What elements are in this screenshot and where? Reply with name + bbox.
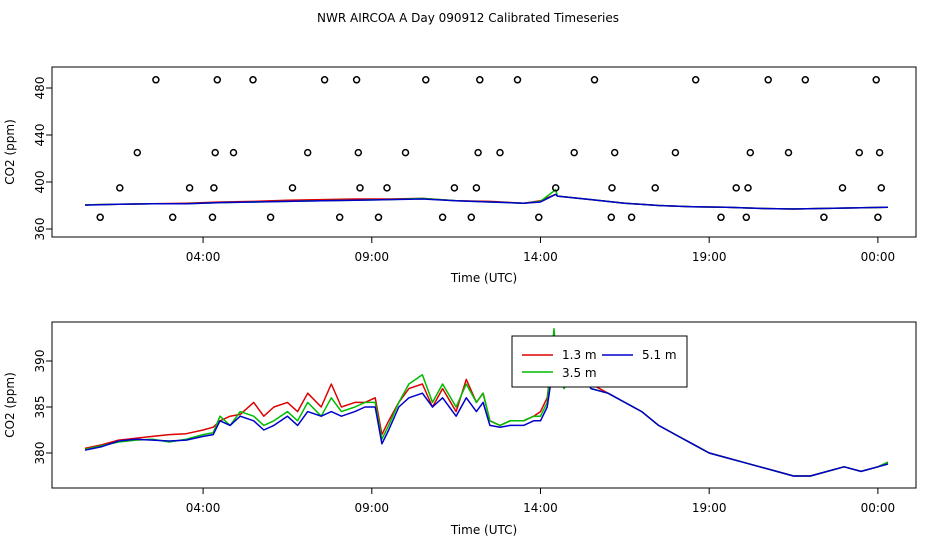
calibration-point <box>607 213 616 222</box>
calibration-point <box>820 213 828 222</box>
top-ticks: 04:00 09:00 14:00 19:00 00:00 360 400 440 480 <box>33 77 895 264</box>
top-x-tick-label-19-00: 19:00 <box>692 250 727 264</box>
calibration-point <box>742 213 751 222</box>
calibration-point <box>266 213 275 222</box>
top-x-tick-label-00-00: 00:00 <box>861 250 896 264</box>
calibration-point <box>303 148 312 157</box>
top-x-tick-label-04-00: 04:00 <box>186 250 221 264</box>
calibration-point <box>732 184 740 192</box>
bottom-series-line-3-5-m <box>84 328 889 477</box>
top-y-tick-label-360: 360 <box>33 218 47 241</box>
calibration-point <box>354 148 363 157</box>
top-x-axis-label: Time (UTC) <box>450 271 517 285</box>
calibration-point <box>744 184 752 192</box>
legend-label-1-3m: 1.3 m <box>562 348 597 362</box>
calibration-point <box>208 213 217 222</box>
top-x-tick-label-09-00: 09:00 <box>354 250 389 264</box>
bottom-y-tick-label-380: 380 <box>33 442 47 465</box>
calibration-point <box>877 184 886 192</box>
top-y-axis-label: CO2 (ppm) <box>3 119 17 185</box>
top-series-group <box>84 188 889 210</box>
calibration-point <box>570 148 578 157</box>
calibration-point <box>496 148 504 157</box>
calibration-point <box>627 213 636 222</box>
calibration-point <box>874 213 882 222</box>
top-series-line-5-1-m <box>84 193 889 210</box>
bottom-y-tick-label-385: 385 <box>33 396 47 419</box>
calibration-point <box>383 184 391 192</box>
calibration-point <box>211 148 219 157</box>
legend-box <box>511 335 688 388</box>
legend: 1.3 m 3.5 m 5.1 m <box>511 335 688 388</box>
calibration-point <box>801 76 810 84</box>
calibration-point <box>438 213 447 222</box>
calibration-point <box>116 184 124 192</box>
calibration-point <box>133 148 142 157</box>
calibration-point <box>467 213 476 222</box>
calibration-point <box>691 76 700 84</box>
bottom-y-tick-label-390: 390 <box>33 350 47 373</box>
top-y-tick-label-480: 480 <box>33 77 47 100</box>
calibration-point <box>472 184 481 192</box>
calibration-point <box>335 213 344 222</box>
legend-label-3-5m: 3.5 m <box>562 366 597 380</box>
calibration-point <box>422 76 430 84</box>
calibration-point <box>352 76 361 84</box>
calibration-point <box>551 184 560 192</box>
calibration-point <box>96 213 104 222</box>
top-x-tick-label-14-00: 14:00 <box>523 250 558 264</box>
top-y-tick-label-400: 400 <box>33 171 47 194</box>
calibration-point <box>213 76 222 84</box>
bottom-ticks: 04:00 09:00 14:00 19:00 00:00 380 385 390 <box>33 350 895 515</box>
calibration-point <box>288 184 297 192</box>
calibration-point <box>608 184 616 192</box>
calibration-point <box>168 213 177 222</box>
calibration-point <box>610 148 619 157</box>
calibration-point <box>590 76 599 84</box>
bottom-x-tick-label-19-00: 19:00 <box>692 501 727 515</box>
bottom-series-group <box>84 328 889 477</box>
calibration-point <box>784 148 793 157</box>
top-markers-group <box>96 76 886 222</box>
calibration-point <box>872 76 880 84</box>
legend-label-5-1m: 5.1 m <box>642 348 677 362</box>
calibration-point <box>671 148 680 157</box>
calibration-point <box>651 184 659 192</box>
calibration-point <box>320 76 329 84</box>
bottom-x-tick-label-00-00: 00:00 <box>861 501 896 515</box>
calibration-point <box>401 148 410 157</box>
bottom-y-axis-label: CO2 (ppm) <box>3 372 17 438</box>
top-panel: 04:00 09:00 14:00 19:00 00:00 360 400 440 480 Ti… <box>3 66 917 285</box>
top-y-tick-label-440: 440 <box>33 124 47 147</box>
bottom-x-axis-label: Time (UTC) <box>450 523 517 537</box>
calibration-point <box>450 184 459 192</box>
calibration-point <box>764 76 772 84</box>
calibration-point <box>535 213 543 222</box>
calibration-point <box>185 184 194 192</box>
calibration-point <box>476 76 484 84</box>
calibration-point <box>838 184 847 192</box>
bottom-x-tick-label-09-00: 09:00 <box>354 501 389 515</box>
calibration-point <box>717 213 725 222</box>
bottom-x-tick-label-14-00: 14:00 <box>523 501 558 515</box>
calibration-point <box>229 148 238 157</box>
top-series-line-3-5-m <box>84 188 889 210</box>
calibration-point <box>374 213 383 222</box>
chart-title: NWR AIRCOA A Day 090912 Calibrated Times… <box>317 11 619 25</box>
bottom-plot-frame <box>51 321 917 489</box>
bottom-series-line-5-1-m <box>84 360 889 477</box>
calibration-point <box>746 148 755 157</box>
calibration-point <box>249 76 257 84</box>
calibration-point <box>875 148 884 157</box>
calibration-point <box>855 148 864 157</box>
calibration-point <box>356 184 364 192</box>
calibration-point <box>210 184 218 192</box>
calibration-point <box>474 148 482 157</box>
bottom-panel: 04:00 09:00 14:00 19:00 00:00 380 385 390 Time … <box>3 321 917 537</box>
top-plot-frame <box>51 66 917 238</box>
bottom-x-tick-label-04-00: 04:00 <box>186 501 221 515</box>
calibration-point <box>152 76 160 84</box>
calibration-point <box>513 76 522 84</box>
